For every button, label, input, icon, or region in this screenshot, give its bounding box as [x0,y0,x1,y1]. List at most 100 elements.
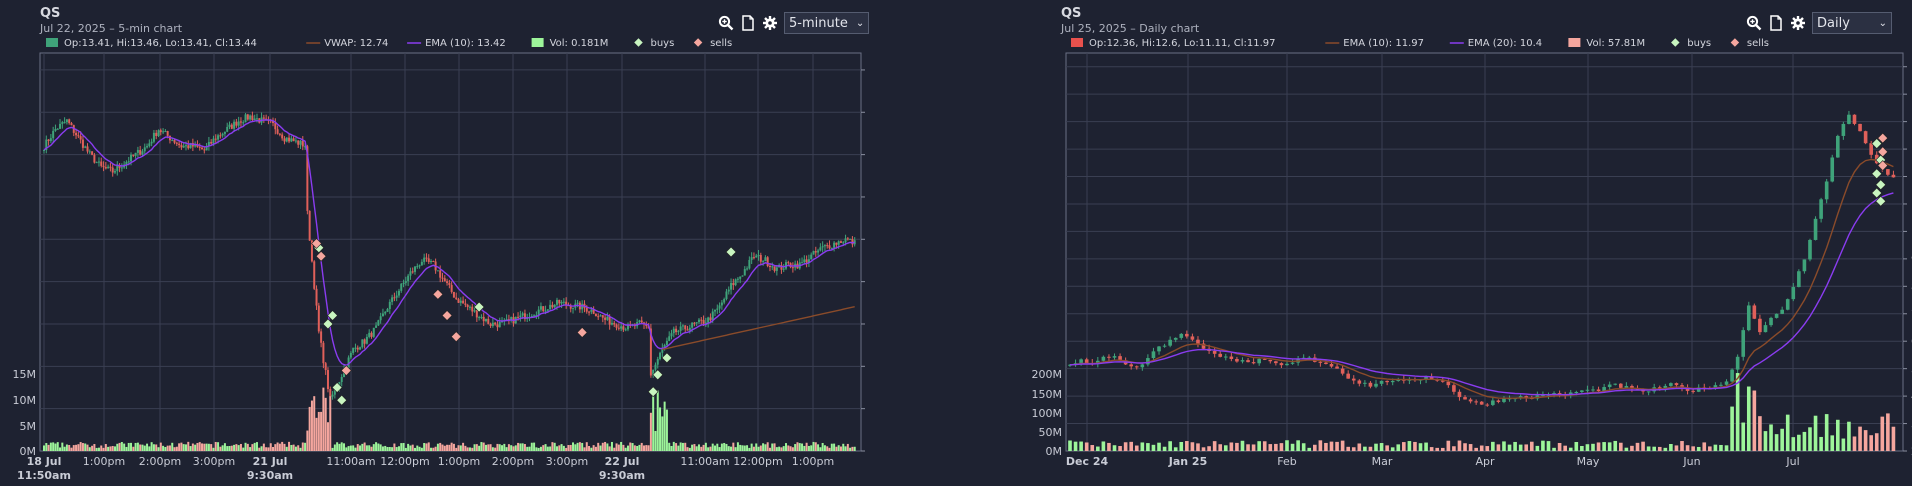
volume-bar [416,445,419,451]
volume-bar [1596,442,1601,451]
volume-bar [1819,436,1823,451]
volume-bar [1240,440,1245,451]
volume-bar [1146,443,1150,451]
candle-body [1763,325,1768,333]
candle-body [498,321,501,328]
volume-bar [475,444,478,451]
zoom-icon[interactable] [718,15,734,31]
volume-bar [130,442,133,451]
candle-body [436,270,439,272]
candle-body [391,297,394,302]
volume-bar [290,445,293,451]
candle-body [134,152,137,156]
volume-bar [743,445,746,451]
gear-icon[interactable] [762,15,778,31]
volume-bar [1624,447,1629,451]
candle-body [1847,114,1851,124]
candle-body [395,295,398,298]
volume-bar [354,447,357,451]
volume-bar [617,444,620,451]
sell-marker [311,238,322,249]
volume-bar [436,443,439,451]
candle-body [1741,330,1746,357]
volume-bar [833,443,836,451]
volume-bar [1123,442,1128,451]
candle-body [757,255,760,257]
volume-bar [164,446,167,451]
candle-body [304,146,307,148]
volume-bar [255,442,258,451]
volume-bar [590,447,593,451]
candle-body [1719,384,1723,386]
volume-bar [452,443,455,451]
candle-body [755,255,758,258]
candle-body [649,328,652,376]
volume-bar [455,447,458,451]
candle-body [285,137,288,142]
volume-bar [1418,443,1423,451]
candle-body [384,311,387,314]
candle-body [416,266,419,268]
volume-bar [514,445,517,451]
volume-bar [1847,421,1851,451]
candle-body [1491,400,1495,405]
volume-bar [375,442,378,451]
candle-body [1774,313,1779,318]
price-tick-label: 14.5 [869,149,870,162]
volume-bar [400,443,403,451]
volume-bar [503,443,506,451]
volume-bar [65,444,68,451]
candle-body [1574,391,1579,393]
candle-body [830,247,833,249]
candle-body [1735,356,1740,370]
gear-icon[interactable] [1790,15,1806,31]
volume-bar [778,446,781,451]
candle-body [93,154,96,163]
volume-bar [702,444,705,451]
volume-bar [1440,447,1445,451]
candle-body [1251,362,1256,364]
zoom-icon[interactable] [1746,15,1762,31]
candle-body [711,311,714,321]
volume-bar [1674,445,1679,451]
volume-bar [807,445,810,451]
volume-bar [691,444,694,451]
volume-bar [711,443,714,451]
volume-bar [1235,442,1239,451]
volume-bar [1880,416,1885,451]
candle-body [178,143,181,146]
volume-bar [1185,441,1189,451]
candle-body [1541,394,1545,396]
document-icon[interactable] [1768,15,1784,31]
candle-body [65,119,68,123]
volume-bar [235,444,238,451]
volume-bar [1374,443,1378,451]
volume-bar [1724,445,1729,451]
candle-body [301,140,304,147]
candle-body [768,265,771,267]
candle-body [1346,373,1350,379]
candle-body [368,332,371,337]
sell-marker [441,310,453,321]
candle-body [388,301,391,309]
candle-body [446,281,449,283]
volume-bar [1301,443,1306,451]
volume-bar [1758,416,1762,451]
candle-body [205,146,208,151]
candle-body [363,339,366,344]
candle-body [510,317,513,321]
interval-select[interactable]: 5-minute ⌄ [784,12,870,34]
candle-body [439,270,442,278]
volume-bar [391,447,394,451]
candle-body [1179,333,1184,338]
volume-bar [1190,442,1195,451]
candle-body [638,320,641,323]
volume-bar [681,442,684,451]
document-icon[interactable] [740,15,756,31]
volume-bar [826,446,829,451]
candle-body [691,322,694,328]
candle-body [1746,305,1751,331]
interval-select[interactable]: Daily ⌄ [1812,12,1892,34]
candle-body [572,307,575,309]
volume-bar [819,447,822,451]
